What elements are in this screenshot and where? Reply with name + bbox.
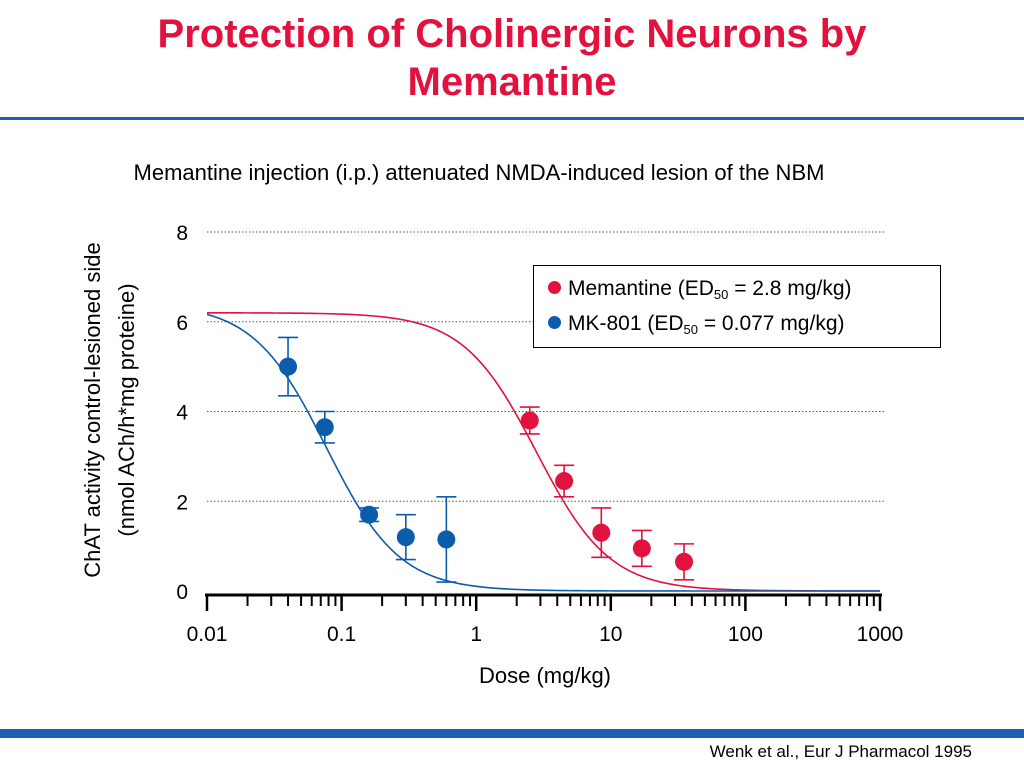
data-point-memantine-2 xyxy=(555,472,574,491)
fit-curves xyxy=(206,312,880,592)
legend-item-memantine: Memantine (ED50 = 2.8 mg/kg) xyxy=(548,276,852,302)
slide-title: Protection of Cholinergic Neurons by Mem… xyxy=(40,10,984,106)
fit-curve-mk801 xyxy=(206,313,880,592)
legend-marker-memantine xyxy=(548,281,561,294)
data-point-mk801-2 xyxy=(315,418,334,437)
slide-title-line2: Memantine xyxy=(407,60,617,104)
title-rule xyxy=(0,117,1024,120)
legend-text-mk801-prefix: MK-801 (ED xyxy=(568,312,684,335)
error-bars xyxy=(278,336,695,583)
y-tick-label-0: 0 xyxy=(176,581,188,604)
x-axis-label: Dose (mg/kg) xyxy=(479,663,611,688)
legend-text-memantine-sub: 50 xyxy=(713,287,729,302)
legend-marker-mk801 xyxy=(548,316,561,329)
legend-text-memantine-prefix: Memantine (ED xyxy=(568,277,714,300)
slide-title-line1: Protection of Cholinergic Neurons by xyxy=(157,12,867,56)
data-point-mk801-3 xyxy=(360,505,379,524)
y-axis-ticks: 0 2 4 6 8 xyxy=(176,222,188,604)
y-tick-label-6: 6 xyxy=(176,312,188,335)
data-point-memantine-5 xyxy=(675,552,694,571)
x-tick-label-1000: 1000 xyxy=(857,623,904,646)
legend: Memantine (ED50 = 2.8 mg/kg) MK-801 (ED5… xyxy=(533,265,941,348)
data-point-memantine-4 xyxy=(632,539,651,558)
data-point-memantine-3 xyxy=(592,523,611,542)
y-axis-label: ChAT activity control-lesioned side (nmo… xyxy=(80,242,139,577)
legend-text-mk801-suffix: = 0.077 mg/kg) xyxy=(698,312,845,335)
x-axis: 0.01 0.1 1 10 100 1000 xyxy=(187,593,904,646)
data-point-memantine-1 xyxy=(520,411,539,430)
y-axis-label-line1: ChAT activity control-lesioned side xyxy=(80,242,105,577)
data-points xyxy=(279,357,694,571)
x-tick-label-0.01: 0.01 xyxy=(187,623,228,646)
data-point-mk801-5 xyxy=(437,530,456,549)
x-tick-label-0.1: 0.1 xyxy=(327,623,356,646)
x-tick-label-100: 100 xyxy=(728,623,763,646)
chart-subtitle: Memantine injection (i.p.) attenuated NM… xyxy=(133,160,825,185)
data-point-mk801-4 xyxy=(396,528,415,547)
source-citation: Wenk et al., Eur J Pharmacol 1995 xyxy=(709,742,972,761)
legend-text-mk801-sub: 50 xyxy=(683,322,698,337)
x-tick-label-1: 1 xyxy=(470,623,482,646)
y-tick-label-4: 4 xyxy=(176,402,188,425)
legend-item-mk801: MK-801 (ED50 = 0.077 mg/kg) xyxy=(548,311,845,337)
x-tick-label-10: 10 xyxy=(599,623,622,646)
y-tick-label-2: 2 xyxy=(176,491,188,514)
fit-curve-memantine xyxy=(207,312,880,592)
legend-text-memantine-suffix: = 2.8 mg/kg) xyxy=(728,277,852,300)
y-axis-label-line2: (nmol ACh/h*mg proteine) xyxy=(114,283,139,536)
footer-band xyxy=(0,729,1024,738)
y-tick-label-8: 8 xyxy=(176,222,188,245)
data-point-mk801-1 xyxy=(279,357,298,376)
